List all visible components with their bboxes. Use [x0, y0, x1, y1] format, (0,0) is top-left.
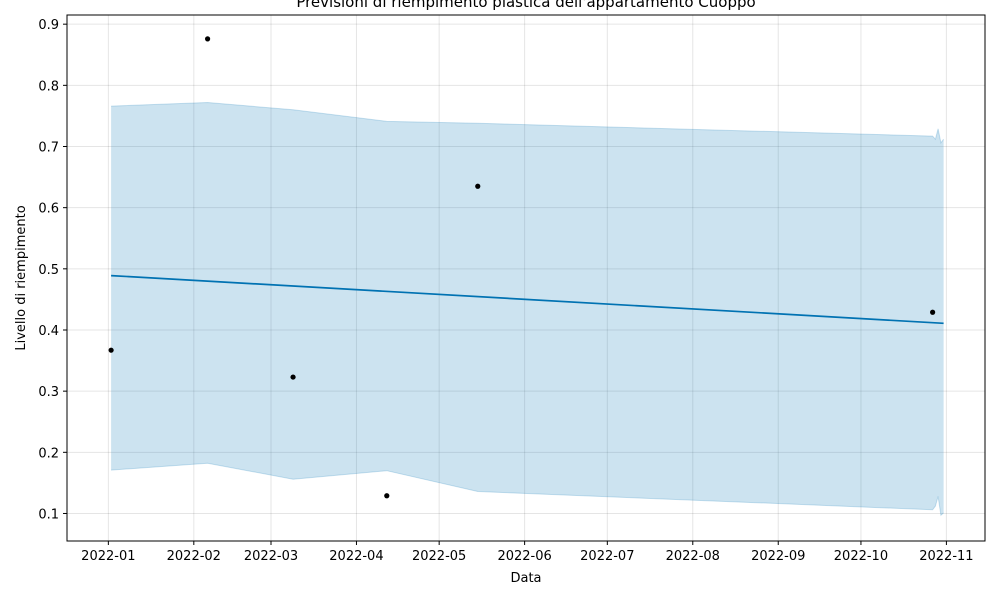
y-tick-label: 0.3	[38, 385, 59, 400]
y-tick-label: 0.4	[38, 324, 59, 339]
x-tick-label: 2022-04	[329, 549, 383, 564]
x-tick-label: 2022-07	[580, 549, 634, 564]
x-tick-label: 2022-10	[834, 549, 888, 564]
forecast-line	[111, 274, 944, 325]
x-tick-label: 2022-03	[244, 549, 298, 564]
observed-point	[475, 183, 481, 189]
x-tick-label: 2022-09	[751, 549, 805, 564]
chart-title: Previsioni di riempimento plastica dell'…	[296, 0, 755, 11]
observed-point	[930, 309, 936, 315]
confidence-interval-band	[111, 101, 944, 517]
y-axis-label: Livello di riempimento	[14, 205, 29, 350]
y-tick-label: 0.8	[38, 79, 59, 94]
x-tick-label: 2022-05	[412, 549, 466, 564]
x-tick-label: 2022-02	[167, 549, 221, 564]
forecast-trend-line	[111, 274, 944, 325]
plot-area-frame	[66, 14, 986, 542]
x-tick-label: 2022-06	[497, 549, 551, 564]
x-tick-label: 2022-01	[81, 549, 135, 564]
observed-points	[108, 36, 936, 499]
upper-bound-line	[111, 101, 944, 144]
gridlines	[67, 15, 985, 541]
x-tick-label: 2022-11	[919, 549, 973, 564]
x-axis-ticks: 2022-01 2022-02 2022-03 2022-04 2022-05 2022-…	[81, 541, 974, 564]
y-tick-label: 0.2	[38, 446, 59, 461]
lower-bound-line	[111, 462, 944, 517]
x-axis-label: Data	[510, 571, 541, 586]
y-tick-label: 0.5	[38, 263, 59, 278]
y-tick-label: 0.7	[38, 141, 59, 156]
observed-point	[290, 374, 296, 380]
y-axis-ticks: 0.1 0.2 0.3 0.4 0.5 0.6 0.7 0.8 0.9	[38, 18, 67, 522]
y-tick-label: 0.1	[38, 507, 59, 522]
observed-point	[108, 347, 114, 353]
y-tick-label: 0.9	[38, 18, 59, 33]
observed-point	[204, 36, 211, 42]
y-tick-label: 0.6	[38, 202, 59, 217]
confidence-interval-area	[111, 102, 944, 516]
x-tick-label: 2022-08	[666, 549, 720, 564]
observed-point	[384, 493, 390, 499]
